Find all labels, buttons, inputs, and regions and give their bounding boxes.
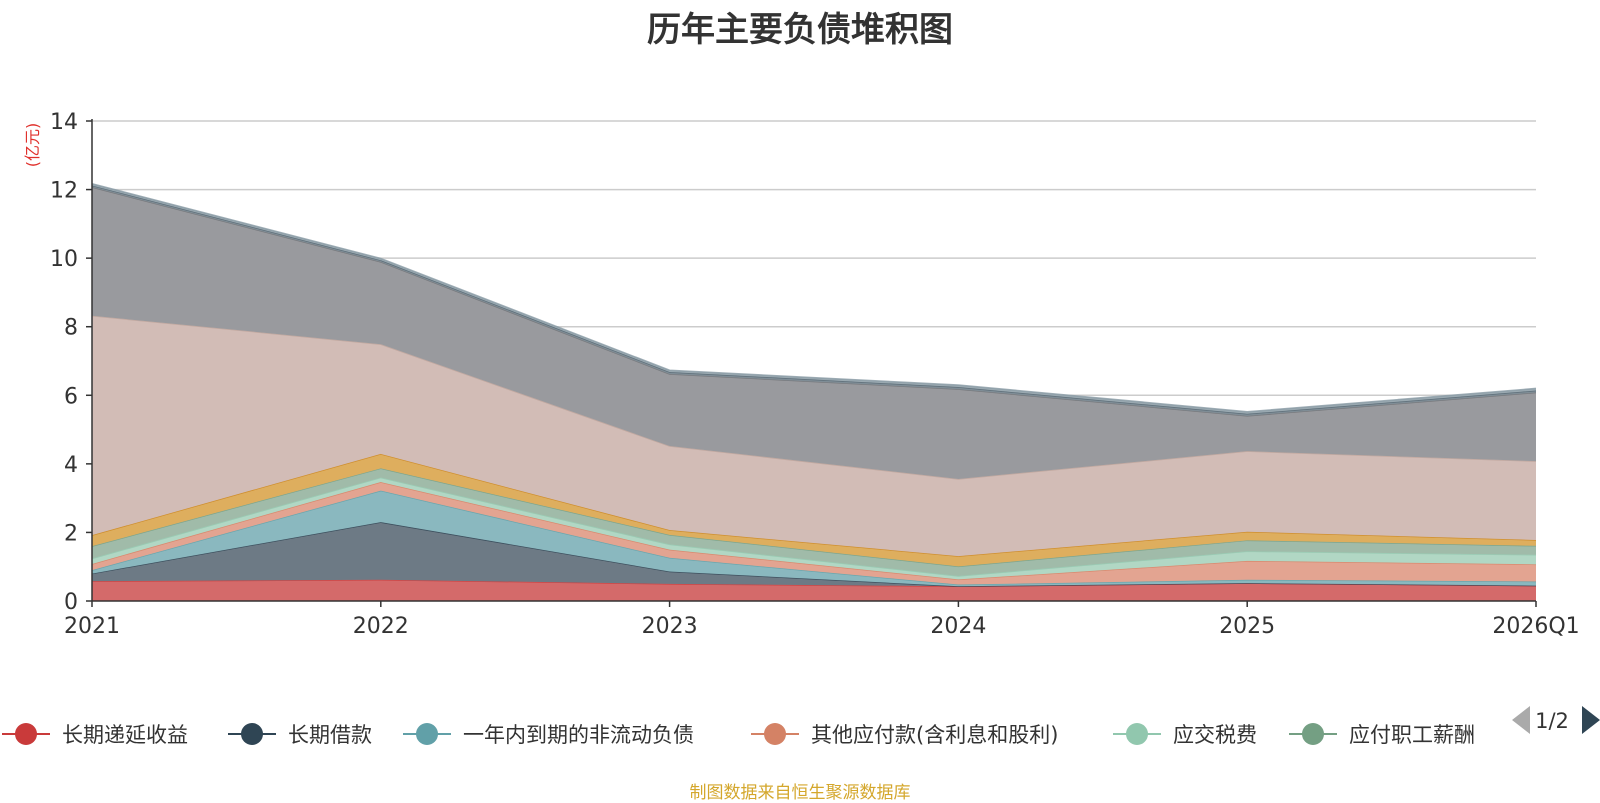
series-area-3	[92, 482, 1536, 585]
legend-item[interactable]: 一年内到期的非流动负债	[403, 723, 694, 747]
x-tick-label: 2024	[930, 614, 986, 639]
legend-marker-icon	[416, 723, 438, 745]
y-tick-label: 0	[64, 590, 78, 615]
legend-label: 一年内到期的非流动负债	[463, 723, 694, 747]
x-tick-label: 2021	[64, 614, 120, 639]
series-area-5	[92, 468, 1536, 576]
y-tick-label: 6	[64, 384, 78, 409]
legend-marker-icon	[1126, 723, 1148, 745]
legend-marker-icon	[764, 723, 786, 745]
y-tick-label: 4	[64, 453, 78, 478]
chart-title: 历年主要负债堆积图	[647, 10, 953, 50]
y-tick-label: 14	[50, 110, 78, 135]
legend-marker-icon	[15, 723, 37, 745]
source-note: 制图数据来自恒生聚源数据库	[689, 783, 911, 803]
legend-label: 其他应付款(含利息和股利)	[811, 723, 1058, 747]
y-tick-label: 10	[50, 247, 78, 272]
legend-next-page-button[interactable]	[1582, 706, 1600, 734]
series-area-0	[92, 579, 1536, 601]
area-layer	[91, 183, 1537, 601]
legend: 长期递延收益 长期借款 一年内到期的非流动负债 其他应付款(含利息和股利) 应交税费 应付…	[2, 723, 1475, 747]
series-area-7	[92, 315, 1536, 557]
x-tick-label: 2022	[353, 614, 409, 639]
legend-item[interactable]: 应交税费	[1113, 723, 1257, 747]
legend-label: 长期递延收益	[62, 723, 188, 747]
legend-prev-page-button[interactable]	[1512, 706, 1530, 734]
legend-marker-icon	[1302, 723, 1324, 745]
axis-layer: 0 2 4 6 8 10 12 14 2021 2022 2023 2024 2025 2026Q1	[50, 110, 1580, 639]
y-tick-label: 2	[64, 521, 78, 546]
x-tick-label: 2023	[642, 614, 698, 639]
x-tick-label: 2026Q1	[1492, 614, 1579, 639]
legend-label: 长期借款	[288, 723, 372, 747]
legend-item[interactable]: 长期递延收益	[2, 723, 188, 747]
legend-item[interactable]: 应付职工薪酬	[1289, 723, 1475, 747]
legend-page-indicator: 1/2	[1535, 709, 1569, 733]
legend-item[interactable]: 其他应付款(含利息和股利)	[751, 723, 1058, 747]
chevron-right-icon[interactable]	[1582, 706, 1600, 734]
legend-item[interactable]: 长期借款	[228, 723, 372, 747]
legend-label: 应付职工薪酬	[1349, 723, 1475, 747]
chevron-left-icon[interactable]	[1512, 706, 1530, 734]
y-tick-label: 12	[50, 179, 78, 204]
y-axis-unit-label: (亿元)	[23, 123, 42, 168]
series-area-2	[92, 490, 1536, 587]
series-area-1	[92, 522, 1536, 587]
series-line-2	[91, 489, 1537, 586]
series-area-8	[92, 187, 1536, 479]
y-tick-label: 8	[64, 316, 78, 341]
series-line-10	[91, 183, 1537, 413]
x-tick-label: 2025	[1219, 614, 1275, 639]
legend-marker-icon	[241, 723, 263, 745]
legend-label: 应交税费	[1173, 723, 1257, 747]
